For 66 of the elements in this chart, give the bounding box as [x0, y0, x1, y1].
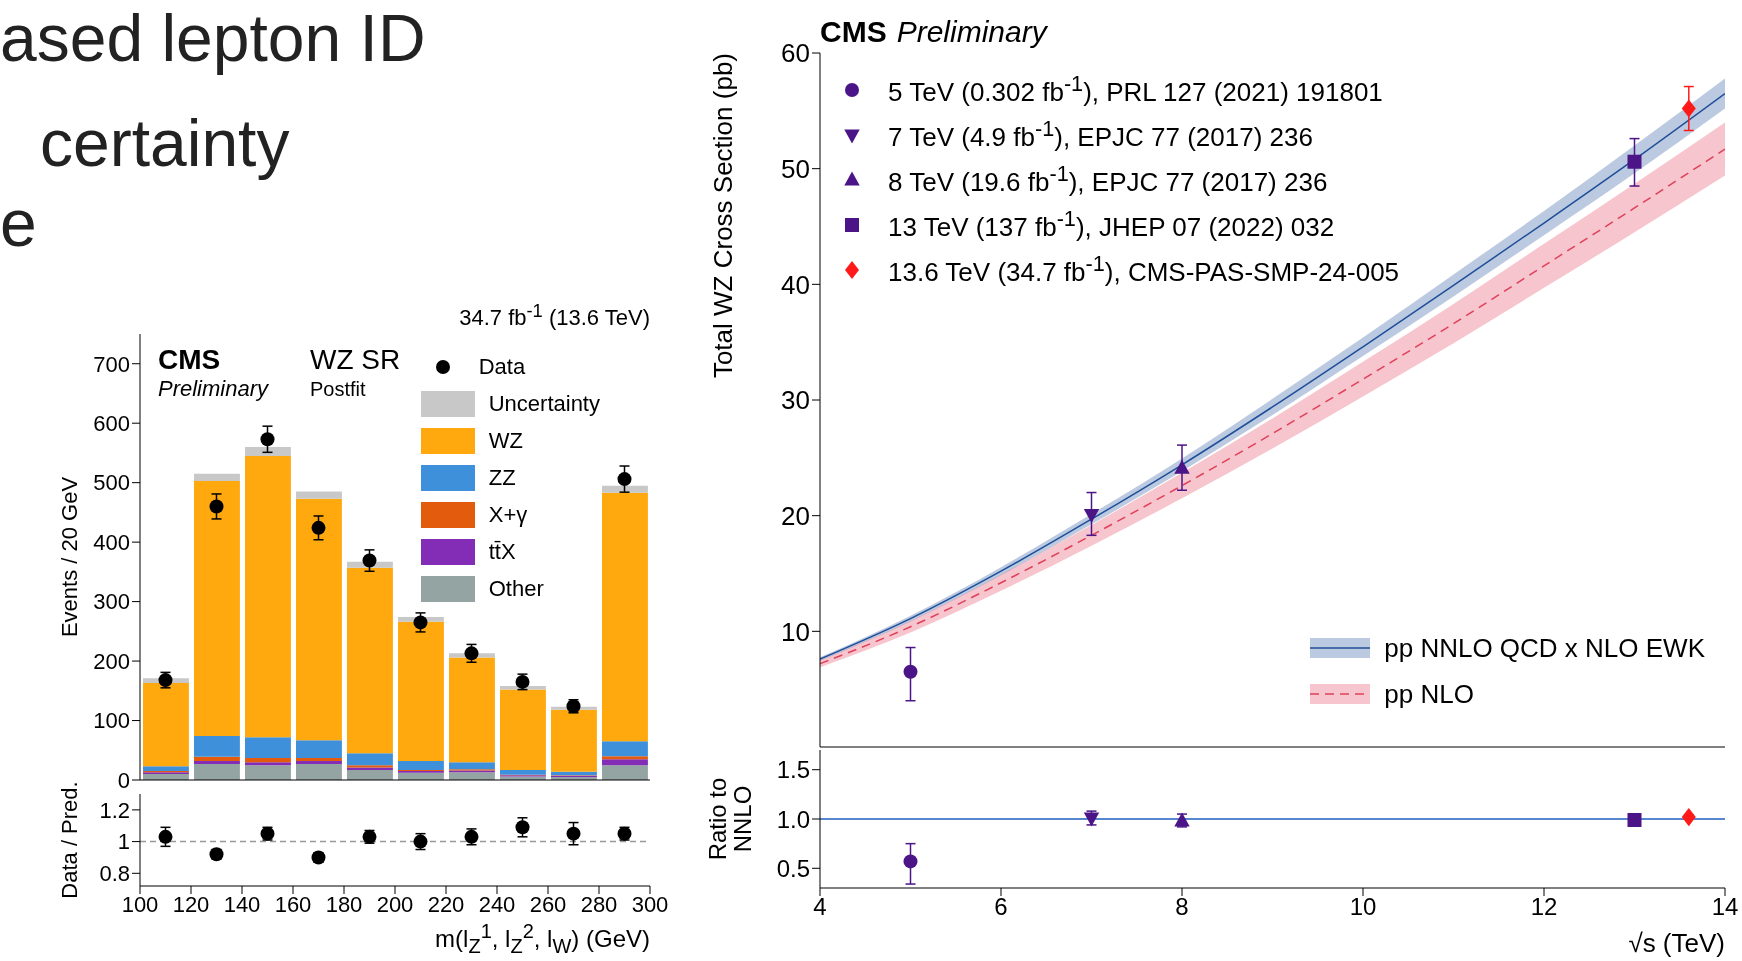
legend-label: X+γ — [488, 501, 528, 528]
text: m(l$_{Z}$$^{1}$, l$_{Z}$$^{2}$, l$_{W}$) (GeV) — [435, 920, 650, 957]
legend-label: 8 TeV (19.6 fb$^{-1}$), EPJC 77 (2017) 236 — [888, 161, 1328, 198]
y-tick-label: 100 — [93, 708, 130, 734]
legend-label: 13.6 TeV (34.7 fb$^{-1}$), CMS-PAS-SMP-24-005 — [888, 251, 1400, 288]
text: 34.7 fb$^{-1}$ (13.6 TeV) — [459, 300, 650, 332]
legend-label: Data — [478, 353, 526, 380]
x-tick-label: 200 — [376, 891, 414, 917]
x-tick-label: 4 — [813, 893, 827, 921]
chart-subtitle: Preliminary — [896, 15, 1047, 49]
chart-title: CMS — [158, 344, 222, 376]
y-tick-label: 1.2 — [99, 797, 130, 823]
x-tick-label: 12 — [1530, 893, 1558, 921]
y-tick-label: 0.8 — [99, 861, 130, 887]
y-tick-label: 1 — [117, 829, 130, 855]
y-tick-label: 1.5 — [776, 756, 810, 784]
x-tick-label: 10 — [1349, 893, 1377, 921]
y-tick-label: 200 — [93, 648, 130, 674]
y-tick-label: 30 — [781, 385, 810, 416]
y-axis-title: Events / 20 GeV — [57, 475, 83, 640]
y-tick-label: 10 — [781, 616, 810, 647]
x-tick-label: 120 — [172, 891, 210, 917]
x-tick-label: 140 — [223, 891, 261, 917]
y-tick-label: 0.5 — [776, 854, 810, 882]
x-tick-label: 6 — [994, 893, 1008, 921]
x-axis-title: √s (TeV) — [1628, 928, 1725, 959]
text: Preliminary — [158, 376, 269, 402]
y-tick-label: 40 — [781, 269, 810, 300]
text: ased lepton ID — [0, 0, 426, 76]
legend-label: 5 TeV (0.302 fb$^{-1}$), PRL 127 (2021) 191801 — [888, 71, 1383, 108]
text: certainty — [40, 105, 290, 181]
y-axis-title: Total WZ Cross Section (pb) — [708, 53, 738, 381]
legend-label: 7 TeV (4.9 fb$^{-1}$), EPJC 77 (2017) 236 — [888, 116, 1313, 153]
y-tick-label: 700 — [93, 351, 130, 377]
y-tick-label: 20 — [781, 500, 810, 531]
x-tick-label: 8 — [1175, 893, 1189, 921]
legend-label: pp NNLO QCD x NLO EWK — [1384, 632, 1705, 664]
x-tick-label: 220 — [427, 891, 465, 917]
legend-label: tt̄X — [488, 538, 516, 565]
y-tick-label: 60 — [781, 38, 810, 69]
annotation: WZ SR — [310, 344, 401, 376]
x-tick-label: 240 — [478, 891, 516, 917]
y-tick-label: 1.0 — [776, 805, 810, 833]
legend-label: Other — [488, 575, 544, 602]
legend-label: ZZ — [488, 464, 516, 491]
legend-label: pp NLO — [1384, 678, 1474, 710]
y-tick-label: 500 — [93, 470, 130, 496]
x-tick-label: 160 — [274, 891, 312, 917]
y-axis-title: Ratio to NNLO — [703, 776, 756, 863]
y-tick-label: 300 — [93, 589, 130, 615]
chart-title: CMS — [820, 15, 887, 49]
x-tick-label: 300 — [631, 891, 669, 917]
x-tick-label: 14 — [1711, 893, 1739, 921]
y-axis-title: Data / Pred. — [57, 780, 83, 901]
annotation: Postfit — [310, 378, 366, 401]
x-tick-label: 260 — [529, 891, 567, 917]
legend-label: Uncertainty — [488, 390, 600, 417]
x-tick-label: 280 — [580, 891, 618, 917]
legend-label: WZ — [488, 427, 523, 454]
x-tick-label: 180 — [325, 891, 363, 917]
legend-label: 13 TeV (137 fb$^{-1}$), JHEP 07 (2022) 032 — [888, 206, 1335, 243]
text: e — [0, 185, 37, 261]
y-tick-label: 0 — [117, 767, 130, 793]
y-tick-label: 600 — [93, 411, 130, 437]
y-tick-label: 400 — [93, 529, 130, 555]
y-tick-label: 50 — [781, 153, 810, 184]
